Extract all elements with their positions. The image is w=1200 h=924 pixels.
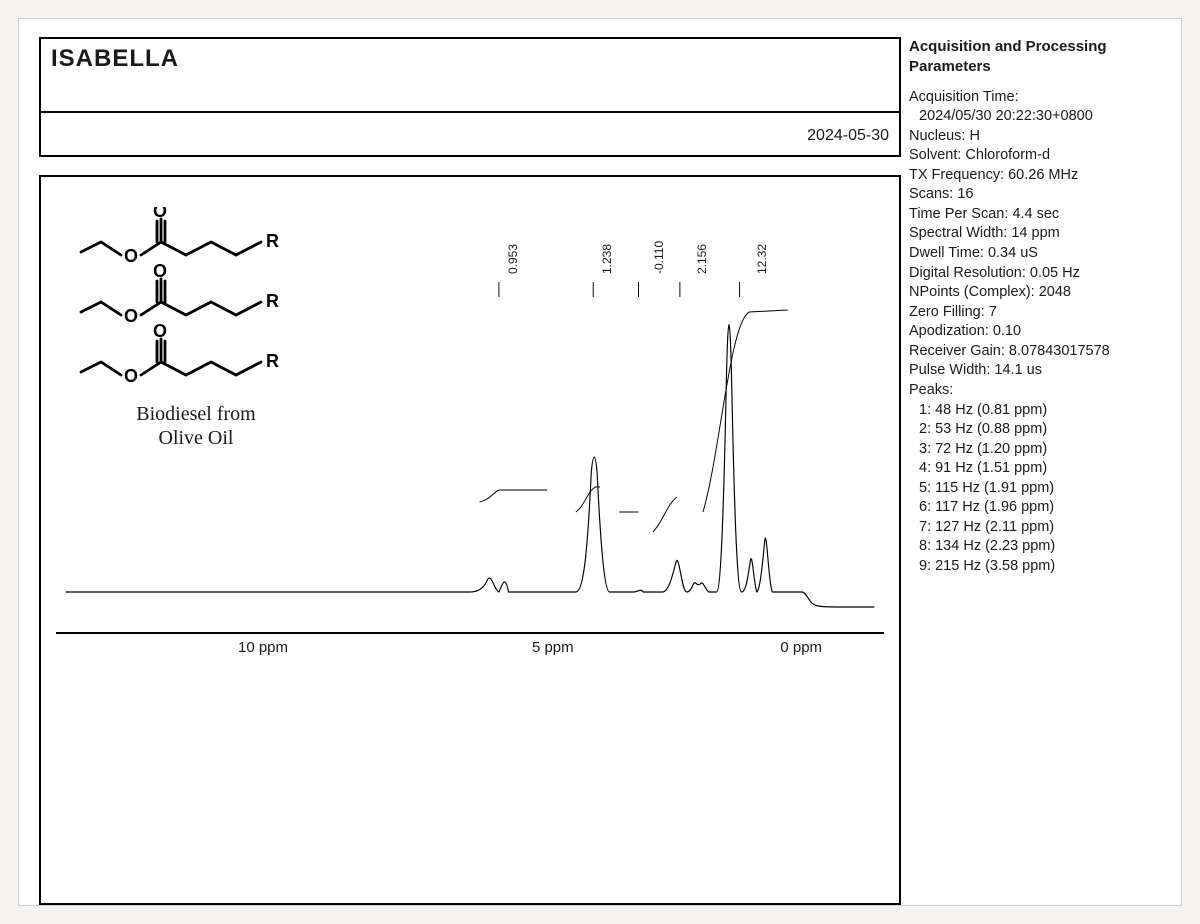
peak-item: 1: 48 Hz (0.81 ppm) [909,401,1161,421]
peaks-label: Peaks: [909,381,1161,401]
param-line: Solvent: Chloroform-d [909,146,1161,166]
spectrum-plot [56,192,884,632]
param-line: Apodization: 0.10 [909,322,1161,342]
left-column: ISABELLA 2024-05-30 [39,37,901,887]
param-line: Receiver Gain: 8.07843017578 [909,342,1161,362]
spectrum-box: O O R O O R O O R Biodiesel from Olive O… [39,175,901,905]
x-axis-labels: 10 ppm 5 ppm 0 ppm [56,639,884,663]
params-heading: Acquisition and Processing Parameters [909,37,1161,78]
axis-tick-label: 10 ppm [238,639,288,656]
param-line: NPoints (Complex): 2048 [909,283,1161,303]
page-frame: ISABELLA 2024-05-30 [18,18,1182,906]
peak-item: 3: 72 Hz (1.20 ppm) [909,440,1161,460]
param-line: Dwell Time: 0.34 uS [909,244,1161,264]
param-line: Pulse Width: 14.1 us [909,361,1161,381]
peak-item: 2: 53 Hz (0.88 ppm) [909,420,1161,440]
peak-item: 6: 117 Hz (1.96 ppm) [909,498,1161,518]
peak-item: 9: 215 Hz (3.58 ppm) [909,557,1161,577]
param-line: Digital Resolution: 0.05 Hz [909,264,1161,284]
nmr-trace [66,325,875,608]
param-line: Scans: 16 [909,185,1161,205]
title-divider [41,111,899,113]
param-acq-time-value: 2024/05/30 20:22:30+0800 [909,107,1161,127]
param-line: Time Per Scan: 4.4 sec [909,205,1161,225]
param-line: Nucleus: H [909,127,1161,147]
parameters-panel: Acquisition and Processing Parameters Ac… [909,37,1161,887]
param-line: Spectral Width: 14 ppm [909,224,1161,244]
peak-item: 7: 127 Hz (2.11 ppm) [909,518,1161,538]
axis-tick-label: 0 ppm [780,639,822,656]
axis-tick-label: 5 ppm [532,639,574,656]
peak-item: 4: 91 Hz (1.51 ppm) [909,459,1161,479]
param-line: Zero Filling: 7 [909,303,1161,323]
param-acq-time-label: Acquisition Time: [909,88,1161,108]
student-name: ISABELLA [51,45,179,73]
param-line: TX Frequency: 60.26 MHz [909,166,1161,186]
spectrum-trace-svg [56,192,884,632]
peak-item: 8: 134 Hz (2.23 ppm) [909,537,1161,557]
acquisition-date: 2024-05-30 [807,127,889,145]
peak-item: 5: 115 Hz (1.91 ppm) [909,479,1161,499]
x-axis [56,632,884,634]
title-box: ISABELLA 2024-05-30 [39,37,901,157]
